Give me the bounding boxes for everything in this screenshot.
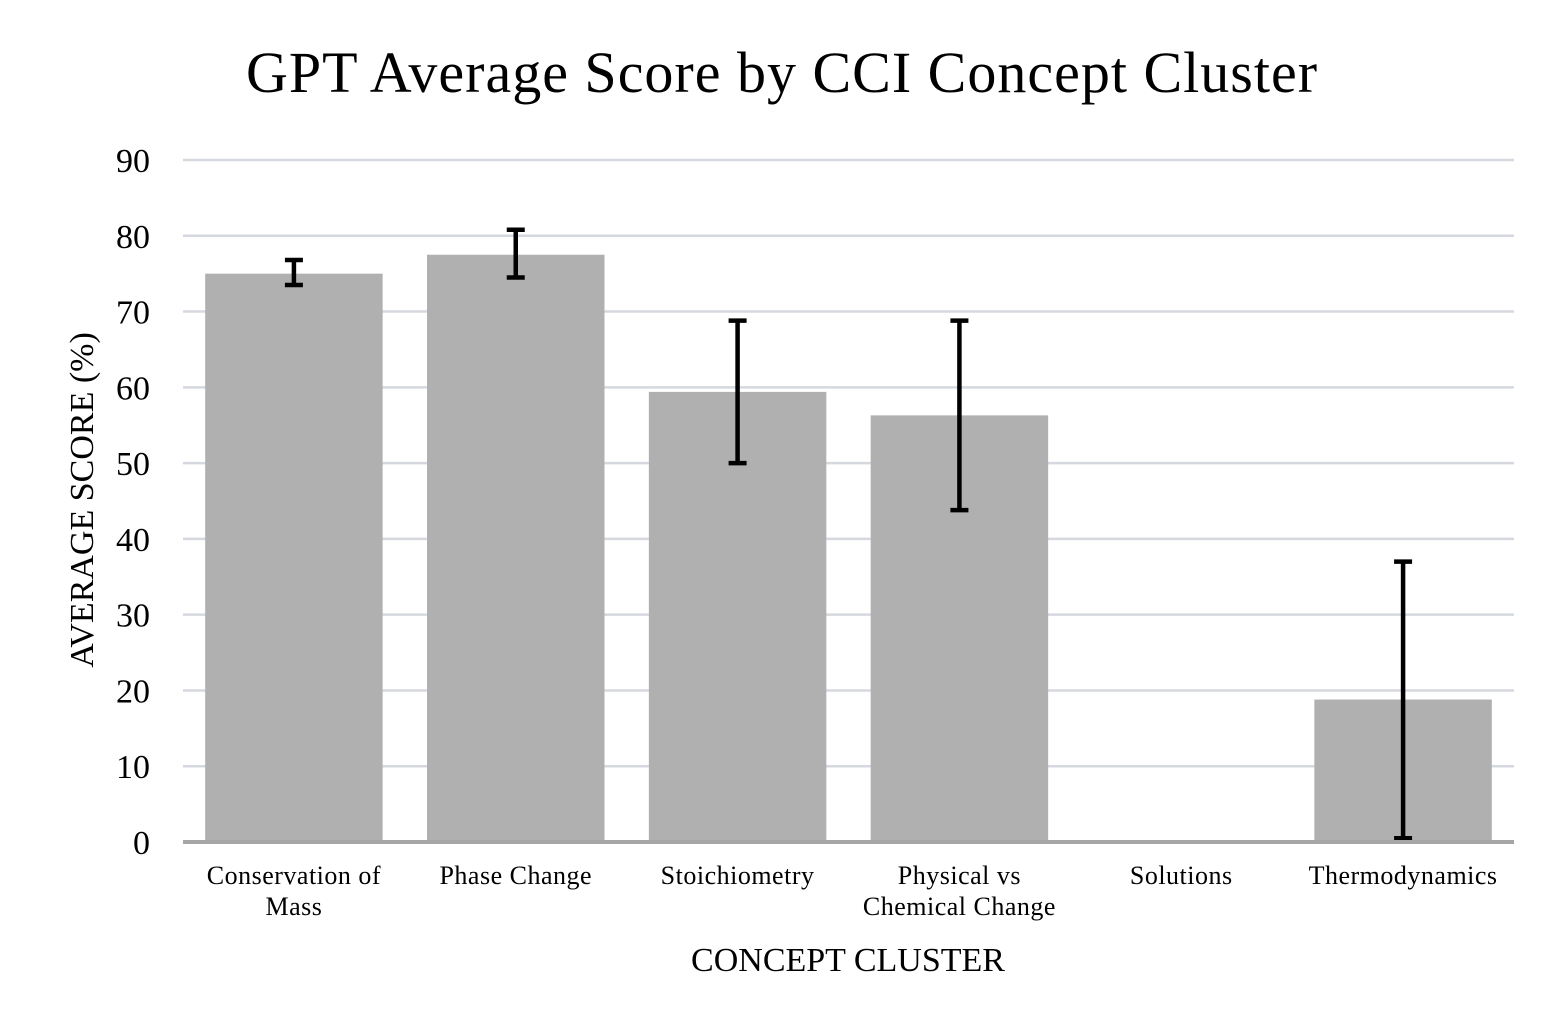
error-bars (284, 227, 1413, 841)
error-bar (950, 318, 969, 513)
y-tick-label: 80 (116, 219, 150, 256)
x-tick-label: Conservation of Mass (207, 861, 381, 921)
y-tick-label: 20 (116, 673, 150, 710)
y-axis-label: AVERAGE SCORE (%) (64, 332, 101, 668)
x-tick-label: Physical vs Chemical Change (863, 861, 1056, 921)
x-axis-label: CONCEPT CLUSTER (691, 942, 1005, 979)
error-bar (728, 318, 747, 466)
y-tick-label: 70 (116, 295, 150, 332)
y-tick-label: 90 (116, 143, 150, 180)
y-tick-label: 0 (133, 825, 150, 862)
gridlines (183, 158, 1514, 768)
y-tick-label: 50 (116, 446, 150, 483)
x-tick-label: Solutions (1130, 861, 1233, 890)
x-tick-labels: Conservation of Mass Phase Change Stoichiom… (207, 861, 1498, 921)
error-bar (506, 227, 525, 280)
y-tick-label: 30 (116, 598, 150, 635)
x-tick-label: Phase Change (439, 861, 592, 890)
x-tick-label: Stoichiometry (661, 861, 815, 890)
bars (205, 254, 1492, 843)
x-tick-label: Thermodynamics (1309, 861, 1498, 890)
error-bar (284, 257, 303, 288)
chart-title: GPT Average Score by CCI Concept Cluster (246, 40, 1318, 105)
y-tick-label: 60 (116, 370, 150, 407)
y-tick-label: 10 (116, 749, 150, 786)
bar (648, 391, 827, 842)
bar (205, 273, 383, 843)
error-bar (1394, 559, 1413, 841)
y-tick-label: 40 (116, 522, 150, 559)
bar (427, 254, 605, 842)
y-tick-labels: 0 10 20 30 40 50 60 70 80 90 (116, 143, 150, 862)
